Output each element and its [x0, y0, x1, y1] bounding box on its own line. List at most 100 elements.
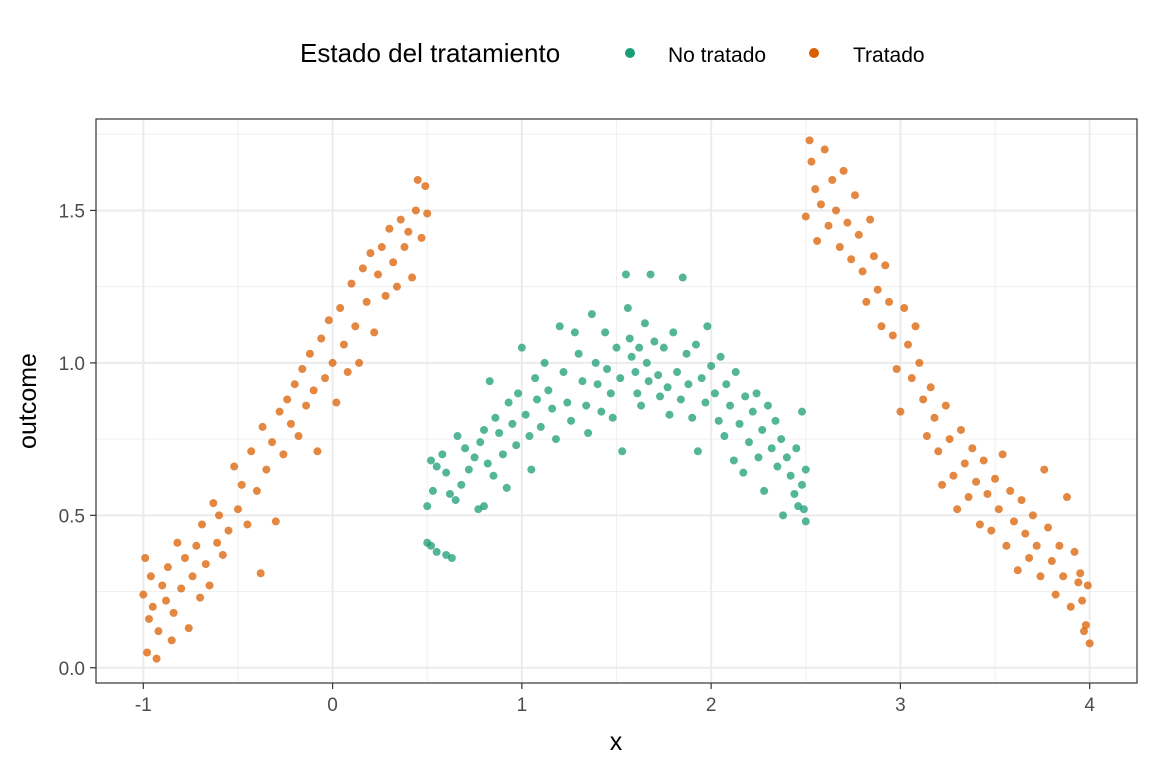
point-tratado [328, 358, 337, 367]
point-tratado [1081, 621, 1090, 630]
legend: Estado del tratamiento No tratado Tratad… [0, 36, 1152, 72]
point-tratado [347, 279, 356, 288]
point-tratado [1076, 569, 1085, 578]
point-tratado [252, 486, 261, 495]
point-tratado [994, 505, 1003, 514]
point-tratado [358, 264, 367, 273]
point-no-tratado [432, 462, 441, 471]
point-tratado [279, 450, 288, 459]
point-tratado [885, 297, 894, 306]
point-no-tratado [669, 328, 678, 337]
point-no-tratado [559, 368, 568, 377]
point-no-tratado [792, 444, 801, 453]
point-tratado [313, 447, 322, 456]
point-tratado [1055, 541, 1064, 550]
point-no-tratado [548, 404, 557, 413]
points [139, 136, 1094, 663]
point-no-tratado [790, 489, 799, 498]
point-tratado [1021, 529, 1030, 538]
point-no-tratado [480, 425, 489, 434]
point-no-tratado [612, 343, 621, 352]
point-tratado [1025, 554, 1034, 563]
x-axis-title: x [610, 728, 623, 756]
point-tratado [336, 304, 345, 313]
point-no-tratado [457, 480, 466, 489]
point-no-tratado [640, 319, 649, 328]
point-no-tratado [720, 432, 729, 441]
x-tick-label: -1 [135, 695, 152, 716]
point-no-tratado [438, 450, 447, 459]
point-tratado [309, 386, 318, 395]
point-tratado [1009, 517, 1018, 526]
point-tratado [143, 648, 152, 657]
point-no-tratado [801, 517, 810, 526]
point-no-tratado [608, 413, 617, 422]
legend-dot-tratado [809, 48, 819, 58]
point-no-tratado [616, 374, 625, 383]
point-tratado [1080, 627, 1089, 636]
axes: -1 0 1 2 3 4 0.0 0.5 1.0 1.5 [59, 201, 1096, 716]
point-no-tratado [631, 368, 640, 377]
point-tratado [835, 243, 844, 252]
point-no-tratado [470, 453, 479, 462]
point-no-tratado [533, 395, 542, 404]
point-tratado [173, 538, 182, 547]
point-tratado [811, 185, 820, 194]
point-no-tratado [567, 416, 576, 425]
point-no-tratado [570, 328, 579, 337]
y-axis-title: outcome [14, 353, 42, 449]
point-tratado [298, 364, 307, 373]
point-tratado [903, 340, 912, 349]
point-tratado [805, 136, 814, 145]
point-tratado [854, 230, 863, 239]
point-tratado [828, 175, 837, 184]
point-tratado [411, 206, 420, 215]
point-no-tratado [646, 270, 655, 279]
point-tratado [258, 422, 267, 431]
point-tratado [945, 435, 954, 444]
point-tratado [1085, 639, 1094, 648]
point-tratado [816, 200, 825, 209]
point-tratado [163, 563, 172, 572]
point-tratado [934, 447, 943, 456]
point-no-tratado [773, 462, 782, 471]
point-tratado [158, 581, 167, 590]
point-no-tratado [527, 465, 536, 474]
point-tratado [423, 209, 432, 218]
point-no-tratado [451, 496, 460, 505]
point-tratado [839, 166, 848, 175]
plot-panel-border [95, 118, 1138, 684]
point-no-tratado [752, 389, 761, 398]
point-no-tratado [483, 459, 492, 468]
point-tratado [377, 243, 386, 252]
point-no-tratado [701, 398, 710, 407]
point-no-tratado [508, 419, 517, 428]
point-tratado [317, 334, 326, 343]
point-tratado [286, 419, 295, 428]
point-tratado [324, 316, 333, 325]
point-no-tratado [676, 395, 685, 404]
point-no-tratado [587, 310, 596, 319]
point-tratado [832, 206, 841, 215]
point-tratado [850, 191, 859, 200]
point-no-tratado [782, 453, 791, 462]
point-tratado [801, 212, 810, 221]
point-tratado [983, 489, 992, 498]
point-no-tratado [735, 419, 744, 428]
point-no-tratado [582, 401, 591, 410]
point-no-tratado [663, 383, 672, 392]
point-tratado [873, 285, 882, 294]
point-no-tratado [453, 432, 462, 441]
point-no-tratado [760, 486, 769, 495]
point-no-tratado [779, 511, 788, 520]
point-tratado [960, 459, 969, 468]
point-no-tratado [476, 438, 485, 447]
y-tick-label: 0.0 [59, 659, 85, 680]
point-tratado [975, 520, 984, 529]
point-tratado [847, 255, 856, 264]
point-tratado [197, 520, 206, 529]
point-tratado [396, 215, 405, 224]
x-tick-label: 3 [895, 695, 906, 716]
point-tratado [213, 538, 222, 547]
point-tratado [305, 349, 314, 358]
